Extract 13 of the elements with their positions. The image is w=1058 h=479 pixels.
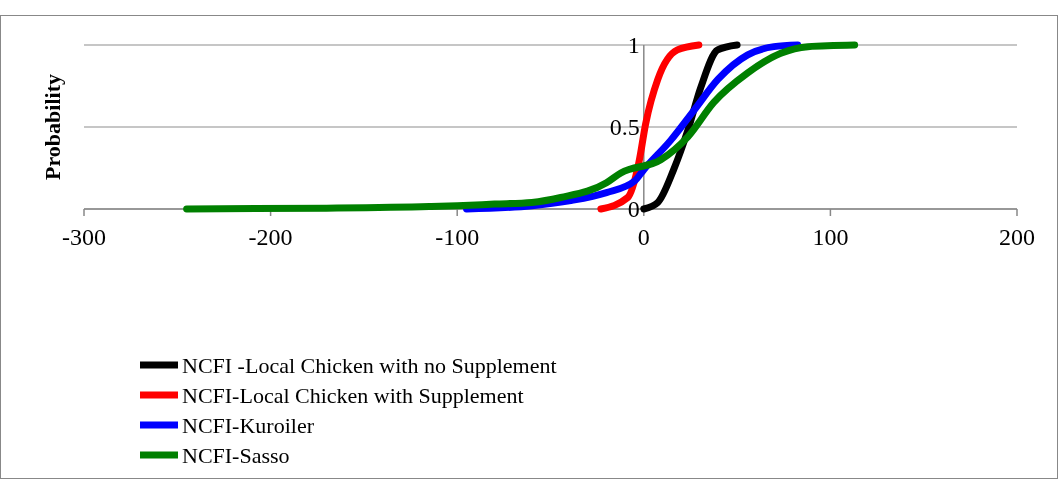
- legend-label: NCFI-Local Chicken with Supplement: [182, 383, 524, 408]
- legend-label: NCFI -Local Chicken with no Supplement: [182, 353, 557, 378]
- x-tick-label: -200: [248, 224, 293, 250]
- x-tick-label: 100: [812, 224, 849, 250]
- legend-label: NCFI-Kuroiler: [182, 413, 315, 438]
- x-tick-label: -300: [62, 224, 106, 250]
- x-tick-label: 200: [999, 224, 1035, 250]
- legend-label: NCFI-Sasso: [182, 443, 290, 468]
- y-tick-label: 0.5: [609, 114, 640, 140]
- y-tick-label: 0: [627, 196, 640, 222]
- y-tick-label: 1: [627, 32, 640, 58]
- y-axis-title: Probability: [40, 74, 65, 180]
- x-tick-label: -100: [435, 224, 480, 250]
